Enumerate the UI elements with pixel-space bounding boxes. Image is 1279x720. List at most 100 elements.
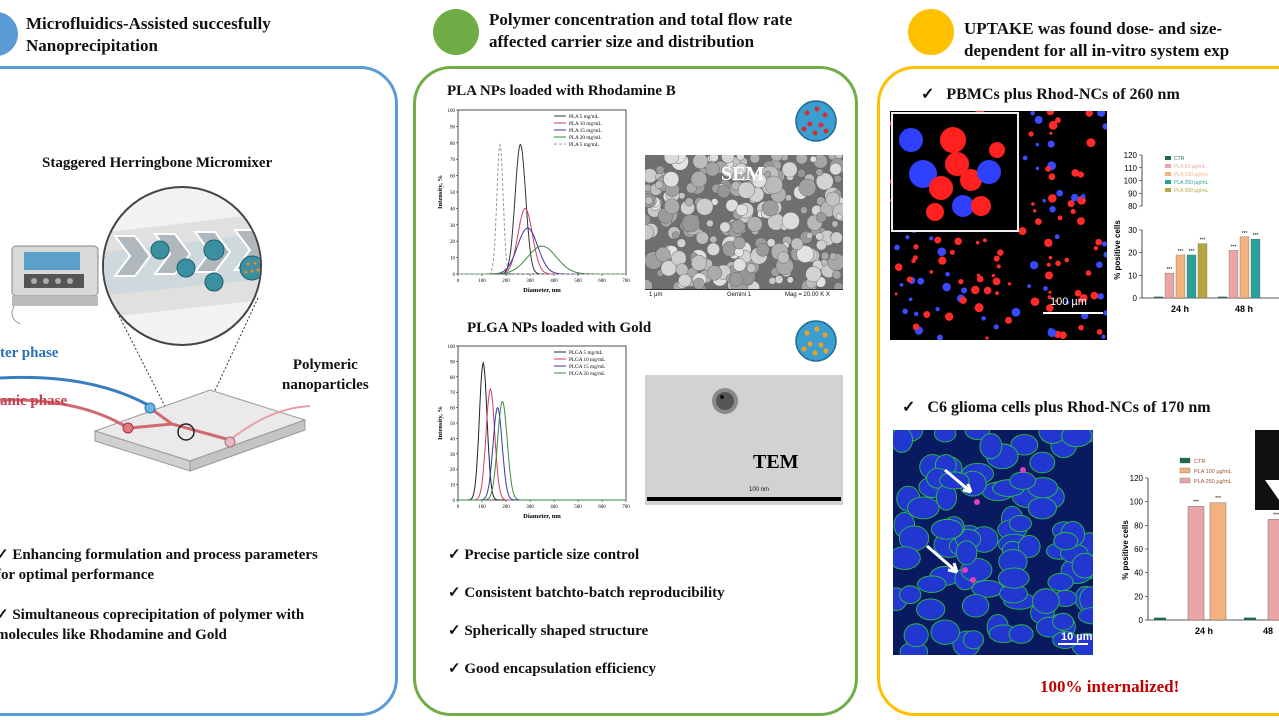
pbmc-cell	[1080, 193, 1086, 199]
c6-nucleus	[899, 585, 922, 605]
pbmc-cell	[1103, 251, 1107, 258]
pbmc-cell	[1057, 332, 1062, 337]
c6-nucleus	[961, 593, 990, 618]
pbmc-cell	[1055, 260, 1061, 267]
sem-particle	[834, 174, 842, 183]
c6-nucleus	[1061, 430, 1093, 448]
bar	[1250, 238, 1261, 299]
c6-nucleus	[1008, 624, 1034, 644]
sem-particle	[790, 237, 804, 251]
pbmc-cell	[983, 286, 992, 295]
sem-particle	[717, 184, 731, 199]
pbmc-cell	[991, 273, 995, 278]
pbmc-cell	[1047, 328, 1057, 337]
pbmc-cell	[1048, 255, 1053, 260]
sem-particle	[764, 175, 783, 195]
col3-panel	[877, 66, 1279, 716]
white-arrow-icon	[926, 544, 959, 574]
pbmc-cell	[1054, 299, 1059, 303]
pbmc-scale-text: 100 µm	[1050, 296, 1087, 308]
y-axis-label: % positive cells	[1113, 220, 1122, 280]
sem-particle	[671, 231, 680, 239]
y-tick-label: 0	[453, 499, 456, 504]
series-line	[458, 361, 626, 501]
pbmc-cell	[1034, 115, 1043, 124]
sem-particle	[786, 276, 794, 284]
x-tick-label: 500	[574, 505, 582, 510]
y-tick-label: 10	[450, 257, 456, 262]
x-tick-label: 24 h	[1171, 304, 1189, 314]
significance-label: ***	[1242, 231, 1248, 237]
significance-label: ***	[1215, 496, 1221, 502]
pbmc-cell	[908, 297, 913, 302]
y-tick-label: 30	[450, 224, 456, 229]
sem-particle	[832, 270, 842, 280]
pbmc-cell	[912, 323, 920, 331]
y-tick-label: 20	[450, 240, 456, 245]
c6-nucleus	[1032, 588, 1060, 614]
series-line	[458, 406, 626, 501]
pbmc-cell	[911, 258, 916, 264]
pbmc-cell	[993, 324, 999, 330]
sem-particle	[676, 238, 687, 248]
pbmc-cell	[1085, 111, 1093, 117]
sem-particle	[831, 220, 839, 228]
pbmc-cell	[1077, 171, 1085, 178]
sem-particle	[835, 213, 843, 221]
sem-particle	[706, 242, 720, 256]
pbmc-uptake-bar-chart: 0 10 20 30 80 90 100 110 120 % positive cells CTR P…	[1113, 151, 1279, 314]
x-axis-label: Diameter, nm	[523, 513, 561, 520]
c6-nucleus	[1053, 532, 1079, 551]
pbmc-cell	[942, 282, 951, 292]
c6-nucleus	[955, 540, 978, 566]
y-tick-label: 60	[450, 175, 456, 180]
sem-particle	[815, 211, 827, 223]
pbmc-cell	[993, 255, 1000, 262]
pbmc-cell	[929, 270, 934, 274]
legend-label: PLA 100 µg/mL	[1174, 172, 1209, 178]
series-line	[458, 207, 626, 275]
x-tick-label: 400	[550, 505, 558, 510]
tem-image: TEM 100 nm	[645, 375, 843, 505]
pbmc-cell	[1030, 111, 1035, 116]
pbmc-cell	[1005, 316, 1013, 324]
sem-particle	[781, 161, 798, 178]
rhod-nc-dot	[974, 499, 980, 505]
sem-scale-text: 1 µm	[649, 292, 663, 298]
x-tick-label: 300	[526, 279, 534, 284]
pbmc-cell	[1048, 173, 1056, 181]
pbmc-cell	[945, 271, 950, 277]
sem-particle	[820, 251, 830, 260]
legend-swatch	[1165, 164, 1171, 168]
significance-label: ***	[1200, 238, 1206, 244]
sem-particle	[709, 155, 719, 163]
blue-header-circle	[0, 12, 18, 56]
significance-label: ***	[1189, 249, 1195, 255]
sem-particle	[691, 254, 708, 271]
pbmc-cell	[974, 303, 984, 313]
pbmc-cell	[1049, 206, 1056, 213]
sem-label: SEM	[721, 163, 765, 185]
sem-particle	[690, 170, 708, 188]
c6-nucleus	[1027, 496, 1057, 520]
c6-nucleus	[903, 623, 929, 648]
legend-label: PLA 500 µg/mL	[1174, 188, 1209, 194]
legend-label: PLA 100 µg/mL	[1194, 469, 1232, 475]
legend-label: PLA 250 µg/mL	[1194, 479, 1232, 485]
y-axis-label: Intensity, %	[437, 175, 444, 209]
legend-label: PLGA 5 mg/mL	[569, 350, 603, 356]
c6-nucleus	[1029, 451, 1056, 474]
pbmc-cell	[1086, 138, 1096, 148]
y-tick-label: 20	[1134, 592, 1143, 601]
sem-particle	[671, 250, 687, 266]
y-tick-label: 80	[1134, 521, 1143, 530]
y-tick-label: 90	[1128, 189, 1137, 198]
c6-nucleus	[1009, 471, 1037, 490]
pbmc-cell	[1047, 140, 1055, 148]
sem-particle	[709, 235, 718, 244]
pbmc-cell	[1078, 324, 1084, 331]
sem-particle	[681, 214, 700, 233]
sem-particle	[706, 219, 714, 228]
bar	[1197, 243, 1208, 299]
pbmc-cell	[905, 235, 910, 240]
